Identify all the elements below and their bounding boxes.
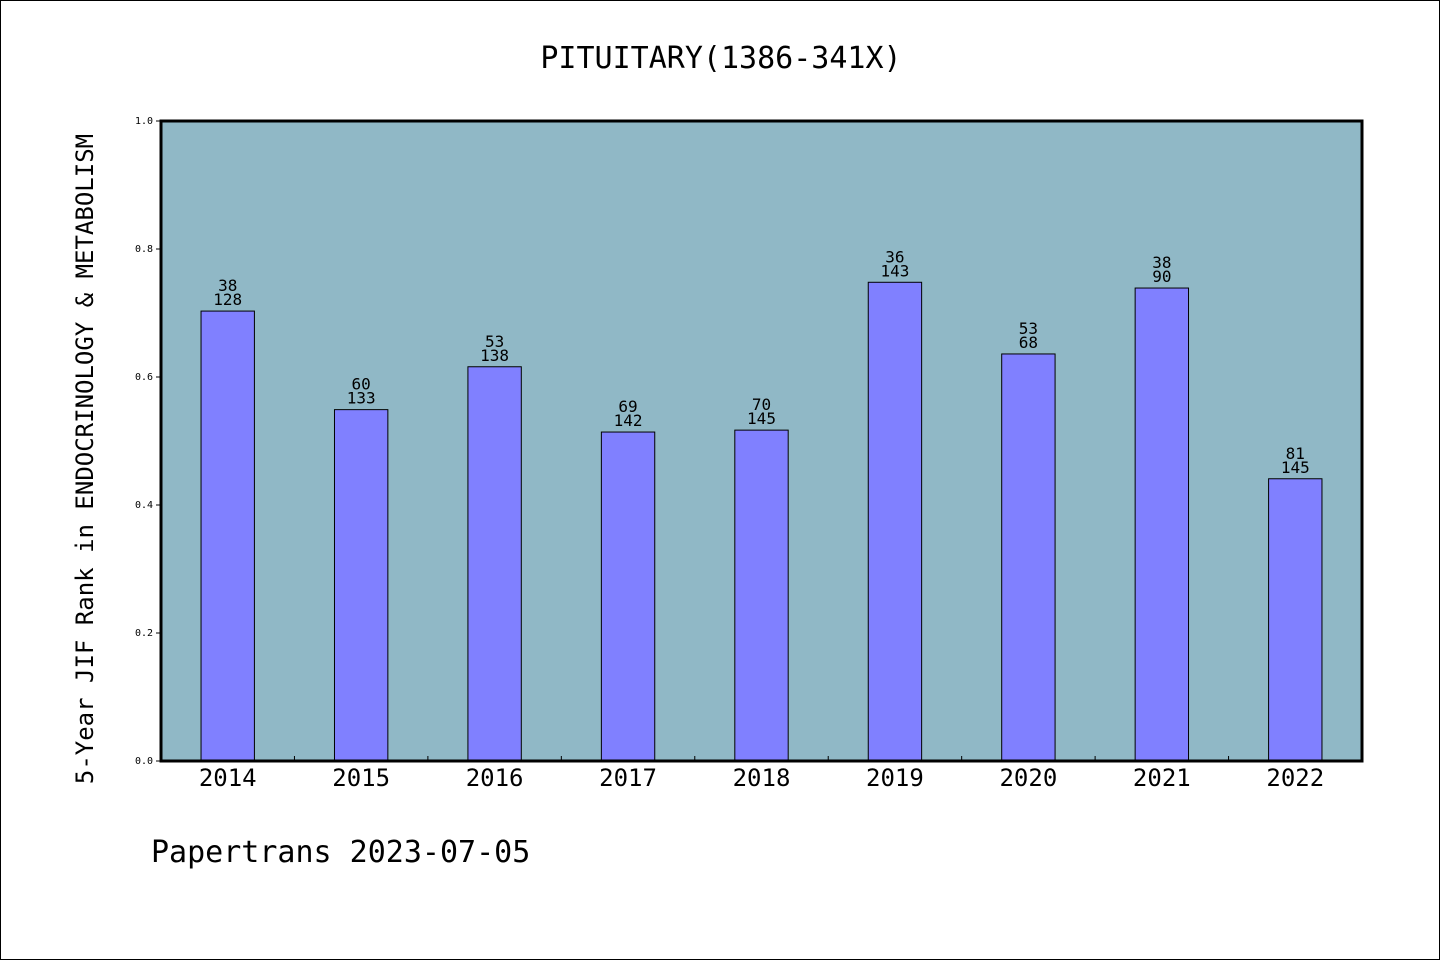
ticks-layer: 2014 2015 2016 2017 2018 2019 2020 2021 2022 0.0 0… (135, 116, 1324, 792)
bar-2016 (467, 366, 522, 762)
rank-label-2019: 36 (885, 247, 904, 266)
y-tick-label-0: 0.0 (135, 756, 153, 767)
x-tick-label-2020: 2020 (999, 764, 1057, 792)
y-tick-label-5: 1.0 (135, 116, 153, 127)
x-tick-label-2019: 2019 (866, 764, 924, 792)
y-tick-label-3: 0.6 (135, 372, 153, 383)
x-tick-label-2021: 2021 (1133, 764, 1191, 792)
bar-2015 (333, 409, 389, 762)
total-label-2014: 128 (213, 290, 242, 309)
total-label-2017: 142 (614, 411, 643, 430)
rank-label-2016: 53 (485, 332, 504, 351)
bar-2021 (1134, 287, 1190, 762)
bar-2019 (867, 281, 923, 762)
x-tick-label-2016: 2016 (466, 764, 524, 792)
rank-label-2017: 69 (618, 397, 637, 416)
chart-title: PITUITARY(1386-341X) (540, 41, 901, 76)
bar-2018 (734, 429, 789, 762)
bar-2022 (1268, 478, 1323, 762)
total-label-2015: 133 (347, 389, 376, 408)
x-tick-label-2022: 2022 (1266, 764, 1324, 792)
y-tick-label-2: 0.4 (135, 500, 153, 511)
y-tick-label-4: 0.8 (135, 244, 153, 255)
total-label-2018: 145 (747, 409, 776, 428)
rank-label-2022: 81 (1286, 444, 1305, 463)
rank-label-2015: 60 (352, 375, 371, 394)
x-tick-label-2014: 2014 (199, 764, 257, 792)
footer-credit: Papertrans 2023-07-05 (151, 835, 531, 870)
rank-label-2014: 38 (218, 276, 237, 295)
y-axis-label: 5-Year JIF Rank in ENDOCRINOLOGY & METAB… (71, 134, 99, 784)
total-label-2019: 143 (880, 261, 909, 280)
bar-2020 (1001, 353, 1056, 762)
x-tick-label-2015: 2015 (332, 764, 390, 792)
bars-layer: 3812860133531386914270145361435368389081… (200, 247, 1323, 762)
rank-label-2020: 53 (1019, 319, 1038, 338)
total-label-2021: 90 (1152, 267, 1171, 286)
rank-label-2018: 70 (752, 395, 771, 414)
total-label-2016: 138 (480, 346, 509, 365)
total-label-2022: 145 (1281, 458, 1310, 477)
bar-2014 (200, 310, 255, 762)
total-label-2020: 68 (1019, 333, 1038, 352)
y-tick-label-1: 0.2 (135, 628, 153, 639)
rank-label-2021: 38 (1152, 253, 1171, 272)
bar-2017 (600, 431, 656, 762)
x-tick-label-2017: 2017 (599, 764, 657, 792)
plot-border (159, 119, 1364, 763)
x-tick-label-2018: 2018 (733, 764, 791, 792)
